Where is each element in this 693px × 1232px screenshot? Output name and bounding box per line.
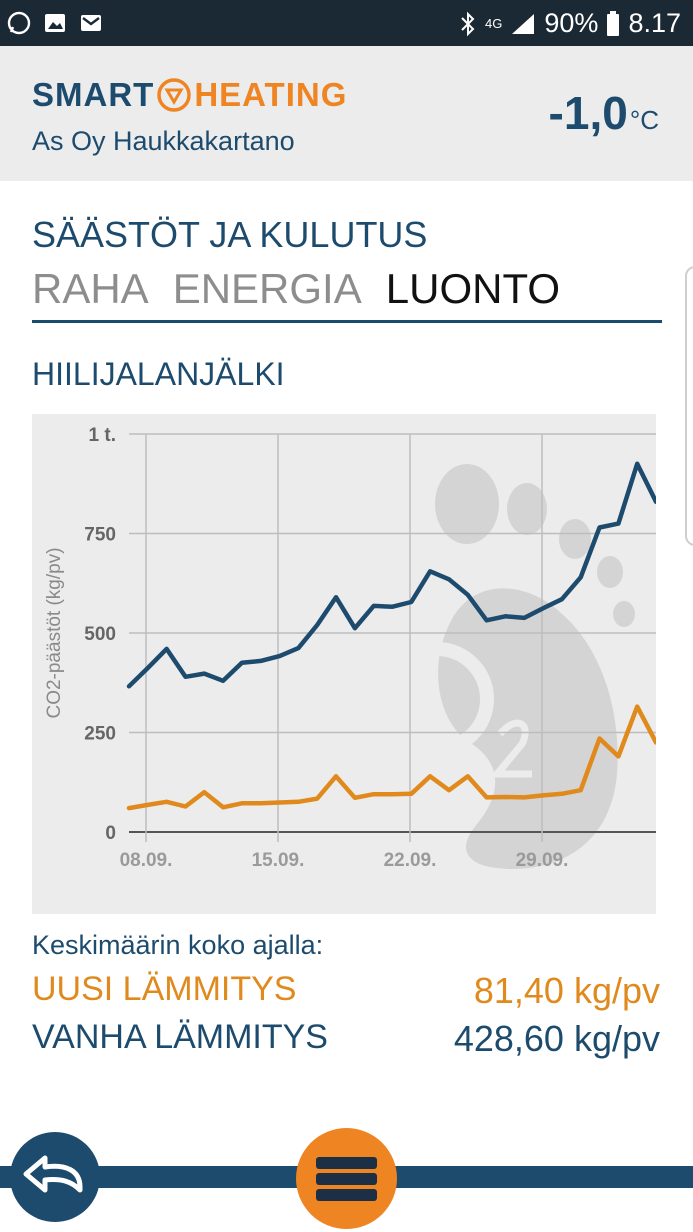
heating-logo-icon bbox=[157, 78, 192, 112]
bluetooth-icon bbox=[461, 11, 475, 36]
menu-icon-bar bbox=[316, 1173, 377, 1185]
chart-svg: 0 250 500 750 1 t. 08.09. 15.09. 22.09. 29.09. CO… bbox=[44, 425, 656, 871]
tab-raha[interactable]: RAHA bbox=[32, 265, 149, 312]
clock: 8.17 bbox=[628, 8, 681, 38]
series-line-old bbox=[126, 461, 656, 689]
y-tick-label: 0 bbox=[105, 823, 116, 844]
back-button[interactable] bbox=[10, 1132, 100, 1222]
brand-heating: HEATING bbox=[194, 76, 348, 113]
brand-smart: SMART bbox=[32, 76, 155, 113]
battery-percent: 90% bbox=[544, 8, 599, 38]
app-header: SMART HEATING As Oy Haukkakartano -1,0°C bbox=[0, 46, 693, 181]
new-heating-label: UUSI LÄMMITYS bbox=[32, 970, 297, 1008]
label-layer: 0 250 500 750 1 t. 08.09. 15.09. 22.09. 29.09. CO… bbox=[44, 425, 568, 871]
tabs-underline bbox=[32, 320, 662, 323]
x-tick-label: 22.09. bbox=[384, 850, 437, 871]
chart-title: HIILIJALANJÄLKI bbox=[32, 356, 285, 392]
temperature-value: -1,0 bbox=[548, 87, 628, 139]
menu-icon-bar bbox=[316, 1189, 377, 1201]
y-tick-label: 500 bbox=[84, 624, 116, 645]
outdoor-temperature: -1,0°C bbox=[549, 86, 659, 140]
average-label: Keskimäärin koko ajalla: bbox=[32, 930, 324, 960]
battery-icon bbox=[607, 10, 620, 36]
whatsapp-icon bbox=[7, 11, 31, 35]
old-heating-label: VANHA LÄMMITYS bbox=[32, 1018, 328, 1056]
new-heating-value: 81,40 kg/pv bbox=[473, 970, 660, 1011]
status-bar: 4G 90% 8.17 bbox=[0, 0, 693, 46]
grid-layer bbox=[129, 433, 656, 842]
y-axis-label: CO2-päästöt (kg/pv) bbox=[44, 547, 65, 718]
old-heating-row: VANHA LÄMMITYS 428,60 kg/pv bbox=[32, 1018, 660, 1060]
co2-footprint-watermark bbox=[287, 464, 635, 869]
carbon-footprint-chart: 0 250 500 750 1 t. 08.09. 15.09. 22.09. 29.09. CO… bbox=[32, 414, 656, 914]
series-layer bbox=[126, 461, 656, 811]
new-heating-row: UUSI LÄMMITYS 81,40 kg/pv bbox=[32, 970, 660, 1012]
menu-icon bbox=[316, 1157, 377, 1169]
tab-luonto[interactable]: LUONTO bbox=[385, 265, 561, 312]
side-drawer-handle[interactable] bbox=[685, 266, 693, 546]
temperature-unit: °C bbox=[629, 105, 659, 135]
mail-icon bbox=[81, 15, 101, 31]
tab-bar: RAHA ENERGIA LUONTO bbox=[32, 265, 560, 313]
brand-logo: SMART HEATING bbox=[32, 76, 347, 114]
menu-button[interactable] bbox=[296, 1128, 397, 1229]
old-heating-value: 428,60 kg/pv bbox=[453, 1018, 660, 1059]
x-tick-label: 15.09. bbox=[252, 850, 305, 871]
y-tick-label: 1 t. bbox=[89, 425, 116, 446]
section-title: SÄÄSTÖT JA KULUTUS bbox=[32, 214, 428, 255]
back-arrow-icon bbox=[23, 1155, 83, 1193]
series-line-new bbox=[126, 704, 656, 811]
x-tick-label: 29.09. bbox=[516, 850, 569, 871]
y-tick-label: 750 bbox=[84, 525, 116, 546]
network-type: 4G bbox=[485, 16, 503, 31]
tab-energia[interactable]: ENERGIA bbox=[172, 265, 362, 312]
building-name: As Oy Haukkakartano bbox=[32, 126, 295, 156]
signal-icon bbox=[512, 13, 535, 34]
gallery-icon bbox=[45, 14, 65, 32]
x-tick-label: 08.09. bbox=[120, 850, 173, 871]
y-tick-label: 250 bbox=[84, 724, 116, 745]
